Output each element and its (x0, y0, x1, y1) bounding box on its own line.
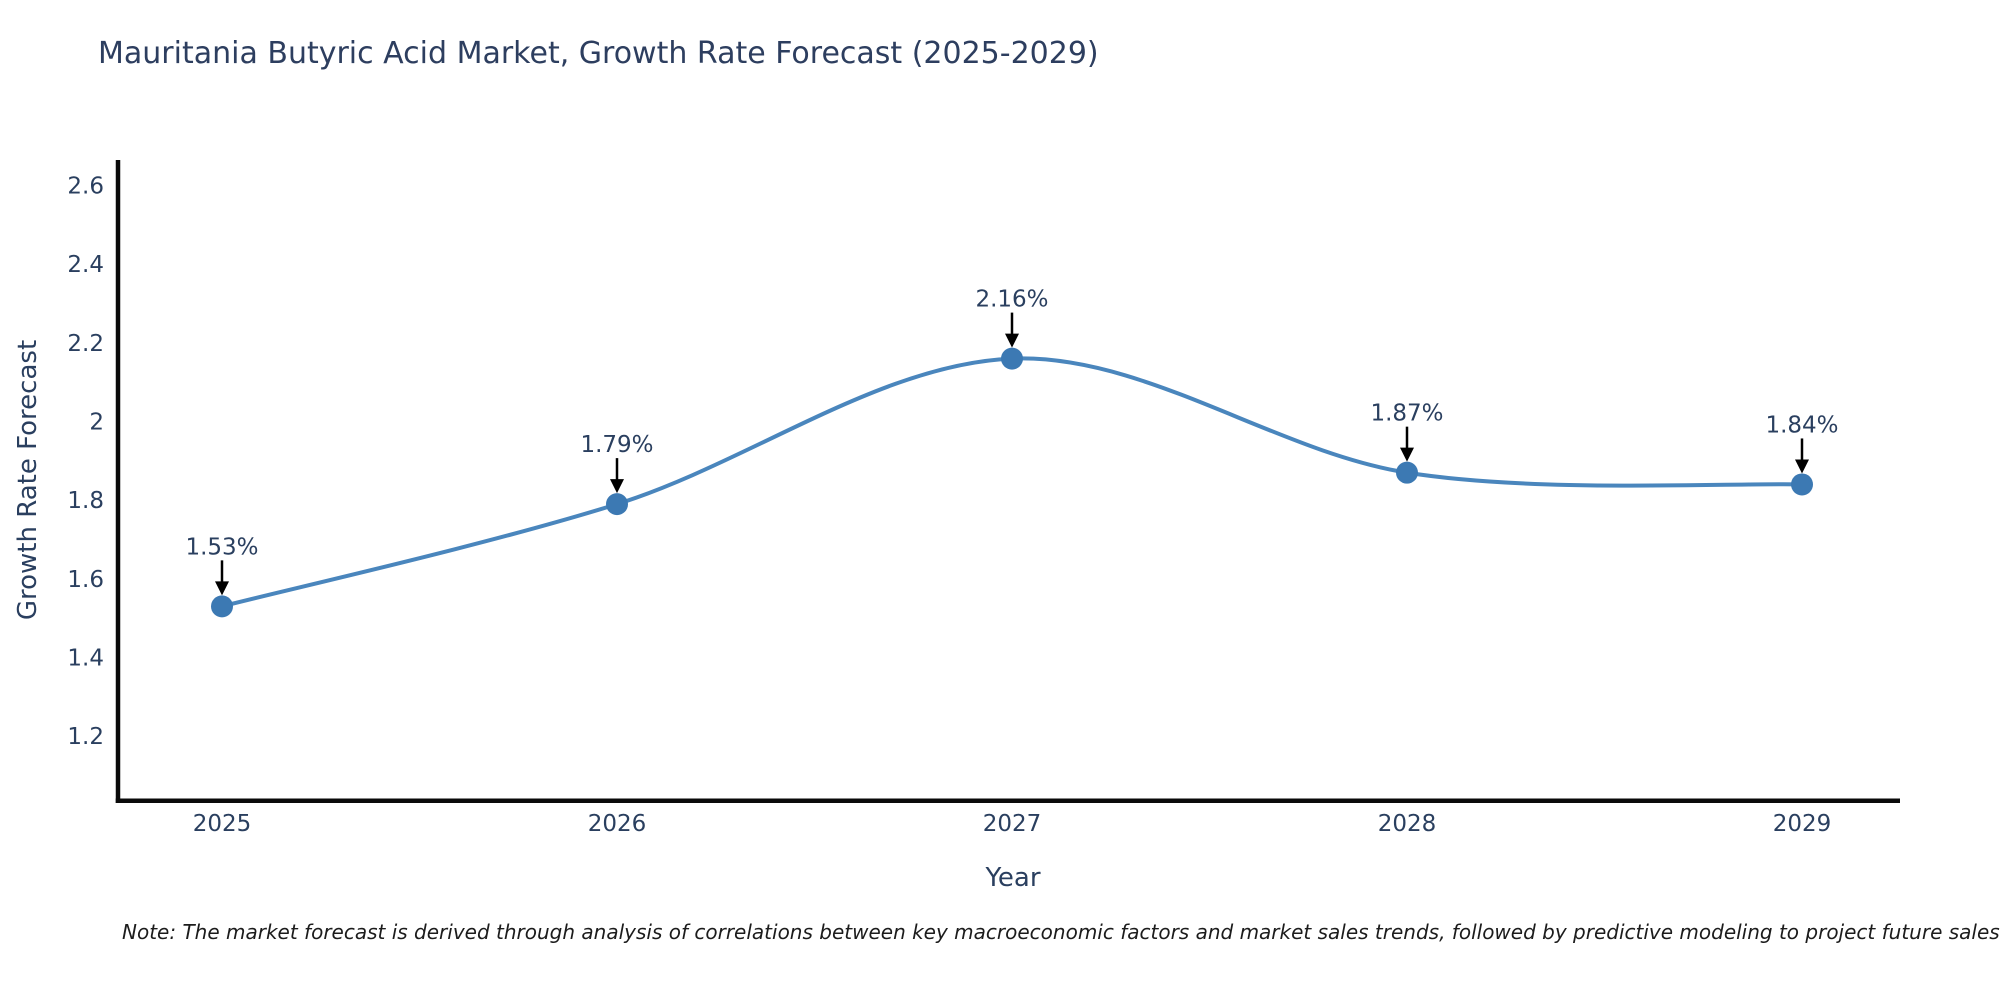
y-tick-label: 1.6 (67, 567, 104, 593)
x-axis-title: Year (985, 863, 1041, 893)
data-point-marker (1001, 347, 1023, 370)
annotation-label: 2.16% (975, 287, 1048, 313)
y-axis-line (115, 160, 121, 803)
data-point-marker (606, 493, 628, 516)
y-tick-label: 2.4 (67, 252, 104, 278)
x-tick-label: 2027 (983, 811, 1042, 837)
annotation-label: 1.84% (1765, 412, 1838, 438)
annotation-arrowhead (610, 479, 624, 494)
y-tick-label: 2 (89, 410, 104, 436)
annotation-arrowhead (1005, 333, 1019, 348)
data-point-marker (1396, 461, 1418, 484)
x-tick-label: 2026 (588, 811, 647, 837)
annotation-arrowhead (215, 581, 229, 596)
annotation-arrowhead (1400, 447, 1414, 462)
annotation-label: 1.79% (580, 432, 653, 458)
annotation-label: 1.53% (185, 534, 258, 560)
data-point-marker (211, 595, 233, 618)
data-point-marker (1791, 473, 1813, 496)
y-tick-label: 2.6 (67, 174, 104, 200)
x-axis-line (115, 798, 1900, 803)
footnote: Note: The market forecast is derived thr… (122, 920, 2000, 944)
annotation-arrowhead (1795, 459, 1809, 474)
x-tick-label: 2028 (1378, 811, 1437, 837)
y-tick-label: 1.2 (67, 724, 104, 750)
chart-title: Mauritania Butyric Acid Market, Growth R… (98, 36, 1099, 71)
y-tick-label: 1.8 (67, 488, 104, 514)
annotation-label: 1.87% (1370, 401, 1443, 427)
x-tick-label: 2029 (1773, 811, 1832, 837)
trend-line (220, 356, 1804, 609)
x-tick-label: 2025 (193, 811, 252, 837)
y-tick-label: 2.2 (67, 331, 104, 357)
y-tick-label: 1.4 (67, 645, 104, 671)
